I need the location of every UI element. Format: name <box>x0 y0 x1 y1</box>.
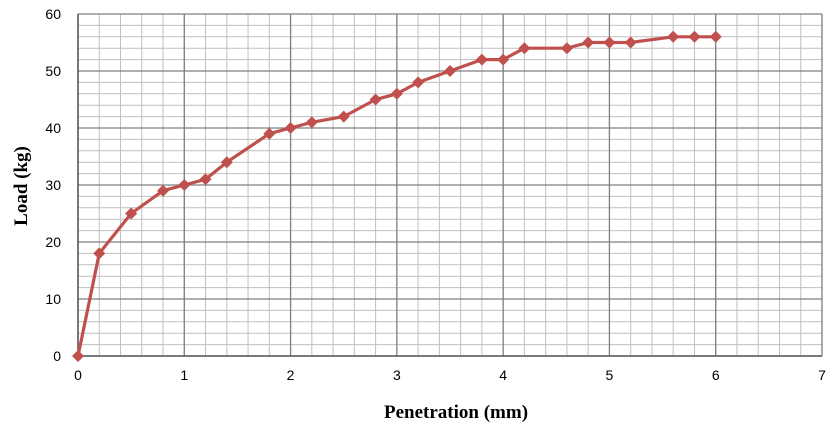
x-tick-label: 2 <box>287 367 295 383</box>
data-point-marker <box>305 116 318 129</box>
x-axis-title: Penetration (mm) <box>384 402 528 423</box>
data-point-marker <box>369 93 382 106</box>
series-markers <box>72 30 722 362</box>
x-tick-label: 3 <box>393 367 401 383</box>
y-tick-label: 10 <box>45 291 61 307</box>
data-point-marker <box>603 36 616 49</box>
data-point-marker <box>518 42 531 55</box>
y-tick-label: 20 <box>45 234 61 250</box>
data-point-marker <box>263 127 276 140</box>
data-point-marker <box>93 247 106 260</box>
data-point-marker <box>337 110 350 123</box>
data-point-marker <box>624 36 637 49</box>
y-tick-label: 50 <box>45 63 61 79</box>
data-point-marker <box>560 42 573 55</box>
data-point-marker <box>72 350 84 362</box>
y-tick-label: 40 <box>45 120 61 136</box>
x-tick-label: 0 <box>74 367 82 383</box>
data-point-marker <box>667 30 680 43</box>
data-point-marker <box>497 53 510 66</box>
data-point-marker <box>220 156 233 169</box>
data-point-marker <box>688 30 701 43</box>
axes <box>77 14 822 357</box>
data-point-marker <box>390 87 403 100</box>
grid <box>77 13 823 357</box>
y-axis-title: Load (kg) <box>11 146 32 226</box>
x-tick-label: 5 <box>606 367 614 383</box>
y-tick-label: 0 <box>53 348 61 364</box>
data-point-marker <box>444 65 456 77</box>
x-tick-label: 1 <box>180 367 188 383</box>
x-tick-label: 7 <box>818 367 826 383</box>
tick-labels: 0 1 2 3 4 5 6 7 0 10 20 30 40 50 60 <box>45 6 826 383</box>
data-point-marker <box>199 173 212 186</box>
y-tick-label: 30 <box>45 177 61 193</box>
data-point-marker <box>178 179 191 191</box>
data-point-marker <box>284 122 297 134</box>
data-point-marker <box>709 30 722 43</box>
x-tick-label: 4 <box>499 367 507 383</box>
x-tick-label: 6 <box>712 367 720 383</box>
data-point-marker <box>475 53 488 66</box>
y-tick-label: 60 <box>45 6 61 22</box>
data-point-marker <box>125 207 138 220</box>
data-point-marker <box>412 76 425 89</box>
data-point-marker <box>157 184 170 197</box>
data-point-marker <box>582 36 595 49</box>
